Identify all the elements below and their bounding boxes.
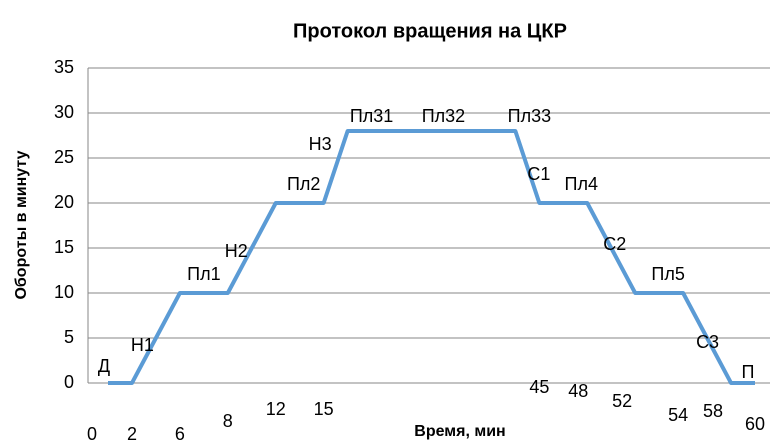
y-tick-label: 10 <box>54 282 74 302</box>
x-tick-label: 60 <box>745 414 765 434</box>
y-tick-label: 15 <box>54 237 74 257</box>
point-label: Пл31 <box>350 106 393 126</box>
point-label: Пл4 <box>565 174 598 194</box>
point-label: Пл2 <box>287 174 320 194</box>
x-tick-label: 0 <box>87 424 97 442</box>
point-label: Н2 <box>225 241 248 261</box>
y-tick-label: 0 <box>64 372 74 392</box>
point-label: П <box>742 362 755 382</box>
point-label: Н1 <box>131 335 154 355</box>
point-label: Пл1 <box>187 264 220 284</box>
point-label: С1 <box>527 164 550 184</box>
point-label: Н3 <box>309 134 332 154</box>
x-tick-label: 6 <box>175 424 185 442</box>
x-tick-label: 2 <box>127 424 137 442</box>
y-tick-label: 20 <box>54 192 74 212</box>
y-axis-label: Обороты в минуту <box>13 150 30 299</box>
y-tick-label: 5 <box>64 327 74 347</box>
x-tick-label: 52 <box>612 391 632 411</box>
x-tick-label: 12 <box>266 399 286 419</box>
point-label: Пл32 <box>422 106 465 126</box>
x-tick-label: 45 <box>529 377 549 397</box>
y-tick-label: 25 <box>54 147 74 167</box>
x-tick-label: 54 <box>668 405 688 425</box>
y-tick-label: 35 <box>54 57 74 77</box>
chart-title: Протокол вращения на ЦКР <box>293 20 567 42</box>
y-tick-label: 30 <box>54 102 74 122</box>
x-tick-label: 48 <box>568 381 588 401</box>
x-axis-label: Время, мин <box>414 423 505 440</box>
x-tick-label: 58 <box>703 401 723 421</box>
point-label: С3 <box>696 332 719 352</box>
x-tick-label: 15 <box>314 399 334 419</box>
point-label: Д <box>98 356 110 376</box>
point-label: Пл33 <box>508 106 551 126</box>
data-line <box>108 129 755 385</box>
point-label: С2 <box>603 234 626 254</box>
x-tick-label: 8 <box>223 411 233 431</box>
point-label: Пл5 <box>651 264 684 284</box>
